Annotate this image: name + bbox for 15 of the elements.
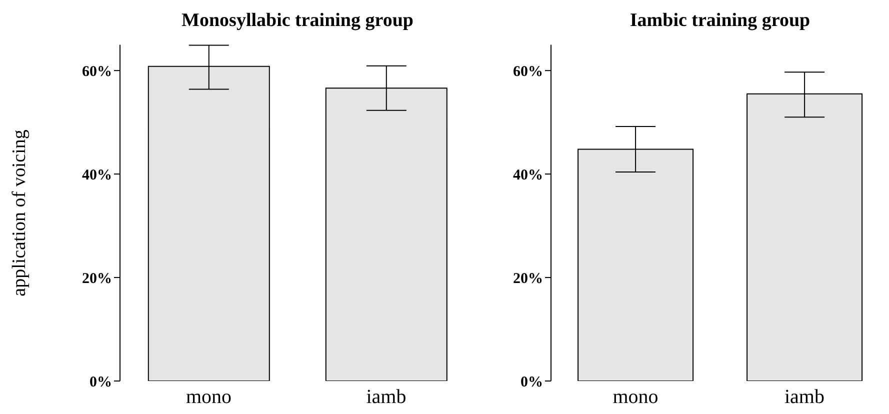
x-tick-label: iamb — [784, 386, 824, 408]
x-tick-label: mono — [186, 386, 232, 408]
y-axis-title: application of voicing — [9, 129, 31, 296]
y-tick-label: 40% — [513, 167, 543, 184]
y-tick-label: 20% — [513, 270, 543, 287]
y-tick-label: 60% — [513, 64, 543, 80]
y-tick-label: 40% — [82, 167, 112, 184]
chart-title: Iambic training group — [628, 10, 812, 32]
y-tick-label: 60% — [82, 64, 112, 80]
y-tick-label: 0% — [520, 374, 543, 390]
x-tick-label: mono — [612, 386, 658, 408]
x-tick-label: iamb — [366, 386, 406, 408]
y-tick-label: 0% — [90, 374, 112, 390]
y-tick-label: 20% — [82, 270, 112, 287]
chart-title: Monosyllabic training group — [180, 10, 414, 32]
